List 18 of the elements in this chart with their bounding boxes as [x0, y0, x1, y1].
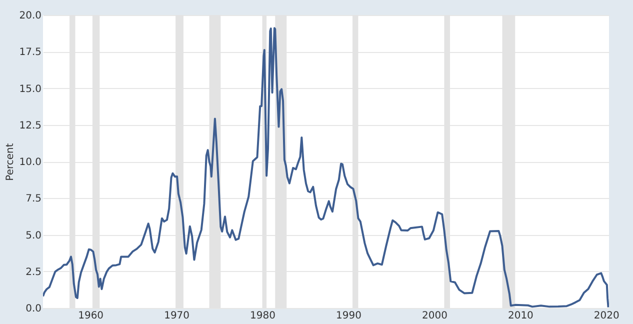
y-tick-label: 15.0 — [19, 84, 42, 95]
y-tick-label: 12.5 — [19, 120, 42, 132]
y-tick-label: 2.5 — [26, 266, 42, 278]
x-tick-label: 1960 — [78, 310, 104, 322]
x-tick-label: 2000 — [422, 310, 448, 322]
y-tick-label: 7.5 — [26, 194, 42, 205]
y-tick-label: 0.0 — [26, 304, 42, 314]
x-tick-label: 2020 — [594, 310, 620, 322]
y-tick-label: 20.0 — [19, 10, 42, 22]
y-axis-title: Percent — [5, 143, 16, 181]
y-tick-label: 5.0 — [26, 230, 42, 242]
line-series — [43, 27, 609, 308]
x-tick-label: 1980 — [250, 310, 276, 322]
x-tick-label: 1990 — [336, 310, 362, 322]
y-tick-label: 10.0 — [19, 157, 42, 168]
x-tick-label: 1970 — [164, 310, 190, 322]
x-tick-label: 2010 — [508, 310, 534, 322]
y-tick-label: 17.5 — [19, 47, 42, 58]
